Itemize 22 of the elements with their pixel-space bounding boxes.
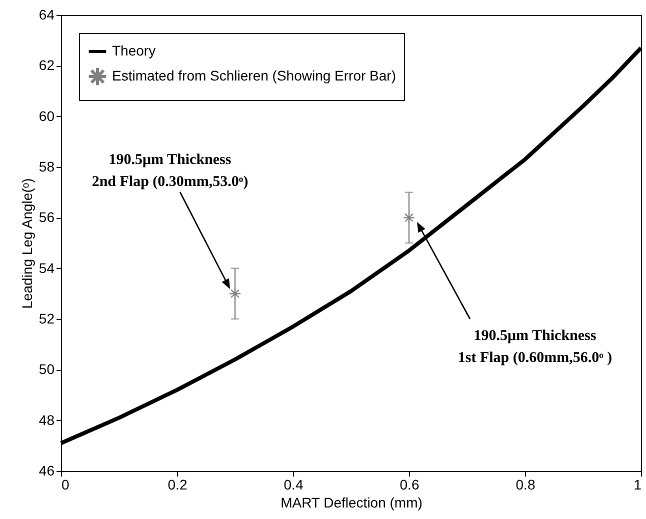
y-tick-label: 58 [38, 158, 55, 174]
x-axis-title: MART Deflection (mm) [280, 494, 422, 510]
x-tick-label: 0.2 [168, 476, 188, 492]
y-tick-label: 62 [38, 57, 55, 74]
y-tick-label: 48 [38, 412, 55, 428]
x-tick-label: 1 [634, 476, 642, 492]
y-tick-label: 50 [38, 361, 55, 378]
legend-label: Estimated from Schlieren (Showing Error Bar) [112, 68, 396, 84]
annotation: 190.5μm Thickness 2nd Flap (0.30mm,53.0ᵒ) [92, 152, 248, 190]
annotation: 190.5μm Thickness 1st Flap (0.60mm,56.0ᵒ ) [458, 328, 612, 366]
y-tick-label: 64 [38, 6, 55, 22]
y-tick-label: 60 [38, 108, 55, 124]
x-tick-label: 0.8 [516, 476, 536, 492]
y-tick-label: 54 [38, 260, 55, 276]
y-tick-label: 56 [38, 209, 55, 226]
y-tick-label: 46 [38, 462, 55, 478]
x-tick-label: 0.6 [400, 476, 420, 492]
x-tick-label: 0.4 [284, 476, 304, 492]
x-tick-label: 0 [62, 476, 70, 492]
y-axis-title: Leading Leg Angle(ᵒ) [18, 178, 35, 309]
y-tick-label: 52 [38, 310, 55, 326]
legend-label: Theory [112, 42, 156, 58]
